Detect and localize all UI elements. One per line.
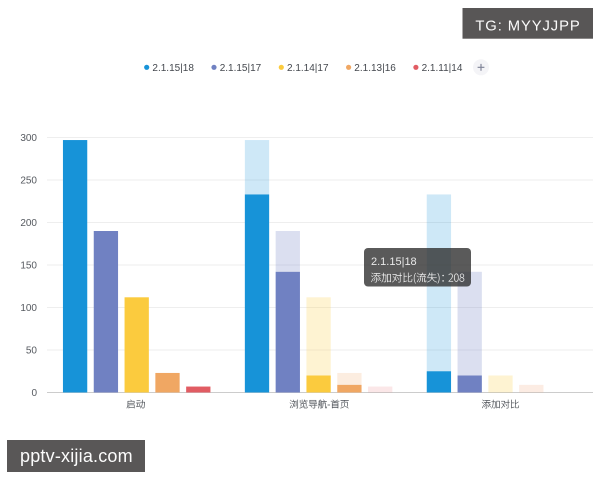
svg-text:2.1.13|16: 2.1.13|16 (354, 63, 396, 74)
svg-text:250: 250 (20, 176, 37, 187)
svg-text:0: 0 (31, 388, 37, 399)
svg-text:2.1.14|17: 2.1.14|17 (287, 63, 329, 74)
svg-text:2.1.15|18: 2.1.15|18 (152, 63, 194, 74)
svg-text:300: 300 (20, 133, 37, 144)
svg-text:2.1.11|14: 2.1.11|14 (422, 63, 463, 74)
svg-text:50: 50 (26, 346, 38, 357)
svg-text:200: 200 (20, 218, 37, 229)
svg-text:150: 150 (20, 261, 37, 272)
svg-text:pptv-xijia.com: pptv-xijia.com (20, 446, 133, 466)
svg-text:100: 100 (20, 303, 37, 314)
svg-text:2.1.15|17: 2.1.15|17 (220, 63, 262, 74)
svg-text:TG: MYYJJPP: TG: MYYJJPP (475, 19, 580, 35)
svg-text:2.1.15|18: 2.1.15|18 (371, 256, 417, 268)
